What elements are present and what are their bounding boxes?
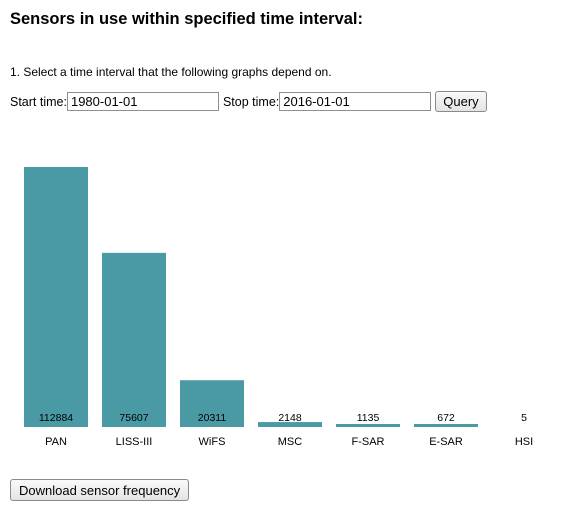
bar-wifs [180,380,244,427]
category-label: F-SAR [352,436,385,448]
bar-value-label: 1135 [357,412,380,424]
download-sensor-frequency-button[interactable]: Download sensor frequency [10,479,190,501]
bar-value-label: 75607 [119,412,148,424]
start-time-input[interactable] [66,92,219,111]
query-button[interactable]: Query [435,91,487,112]
category-label: MSC [278,436,303,448]
stop-time-input[interactable] [279,92,432,111]
stop-time-label: Stop time: [222,94,280,109]
time-interval-form: Start time: Stop time: Query [10,91,487,112]
bar-value-label: 112884 [39,412,73,424]
bar-value-label: 20311 [198,412,227,424]
bar-msc [258,422,322,427]
category-label: WiFS [199,436,226,448]
bar-pan [24,167,88,427]
category-label: LISS-III [116,436,153,448]
category-label: HSI [515,436,533,448]
bar-liss-iii [102,252,166,427]
bar-e-sar [414,424,478,427]
start-time-label: Start time: [10,94,67,109]
category-label: E-SAR [429,436,463,448]
category-label: PAN [45,436,67,448]
instruction-text: 1. Select a time interval that the follo… [10,65,332,79]
sensor-frequency-chart: 112884 PAN 75607 LISS-III 20311 WiFS 2148 MSC 11… [24,167,533,448]
bar-value-label: 2148 [278,412,302,424]
page-title: Sensors in use within specified time int… [10,10,364,28]
bar-value-label: 5 [521,412,527,424]
bar-f-sar [336,424,400,427]
bar-value-label: 672 [437,412,455,424]
